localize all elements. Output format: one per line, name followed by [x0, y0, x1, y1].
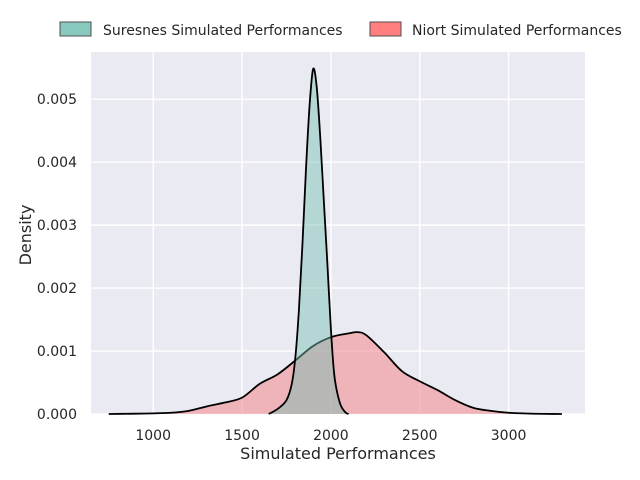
density-area-suresnes — [268, 68, 349, 415]
series-areas — [108, 67, 562, 415]
legend-swatch-niort — [369, 21, 402, 37]
legend-label-suresnes: Suresnes Simulated Performances — [103, 23, 343, 39]
legend-swatch-suresnes — [59, 21, 92, 37]
y-tick-label-5: 0.005 — [37, 92, 77, 108]
y-axis-title: Density — [16, 205, 35, 266]
legend-label-niort: Niort Simulated Performances — [412, 23, 622, 39]
y-tick-label-4: 0.004 — [37, 155, 77, 171]
grid — [91, 52, 585, 415]
x-tick-label-1: 1500 — [224, 428, 260, 444]
x-tick-label-3: 2500 — [402, 428, 438, 444]
y-tick-labels: 0.000 0.001 0.002 0.003 0.004 0.005 — [37, 92, 77, 423]
x-tick-label-0: 1000 — [135, 428, 171, 444]
y-tick-label-1: 0.001 — [37, 344, 77, 360]
y-tick-label-0: 0.000 — [37, 407, 77, 423]
density-area-niort — [108, 332, 562, 414]
y-tick-label-3: 0.003 — [37, 218, 77, 234]
x-tick-label-2: 2000 — [313, 428, 349, 444]
y-tick-label-2: 0.002 — [37, 281, 77, 297]
density-line-niort — [108, 331, 562, 415]
x-tick-label-4: 3000 — [491, 428, 527, 444]
x-tick-labels: 1000 1500 2000 2500 3000 — [135, 428, 526, 444]
legend: Suresnes Simulated Performances Niort Si… — [59, 21, 622, 39]
density-line-suresnes — [268, 67, 350, 415]
x-axis-title: Simulated Performances — [240, 444, 436, 463]
